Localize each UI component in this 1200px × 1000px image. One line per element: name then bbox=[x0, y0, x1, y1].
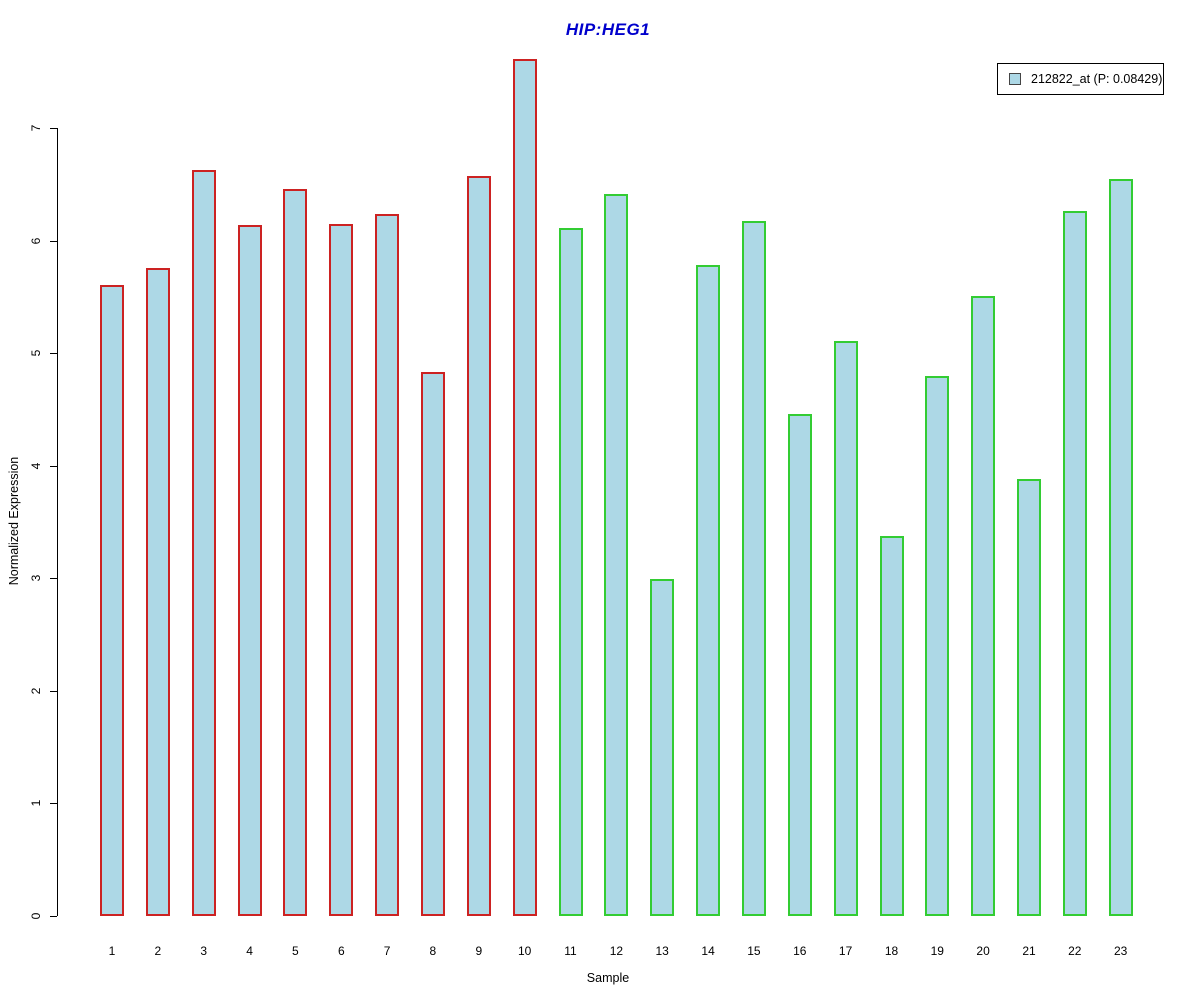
bar bbox=[100, 284, 124, 916]
x-axis-tick-label: 1 bbox=[108, 944, 116, 958]
legend-swatch-icon bbox=[1009, 73, 1021, 85]
y-axis-line bbox=[57, 128, 58, 916]
bar bbox=[1062, 211, 1087, 916]
x-axis-tick-label: 11 bbox=[564, 944, 577, 958]
bar bbox=[283, 188, 308, 916]
x-axis-tick-label: 14 bbox=[701, 944, 715, 958]
y-axis-tick bbox=[50, 578, 57, 580]
bar bbox=[741, 221, 766, 916]
legend: 212822_at (P: 0.08429) bbox=[997, 63, 1164, 95]
x-axis-tick-label: 6 bbox=[337, 944, 345, 958]
bar bbox=[1017, 479, 1041, 916]
bar bbox=[145, 267, 170, 916]
bar bbox=[696, 265, 721, 916]
y-axis-tick-label-text: 0 bbox=[29, 912, 43, 920]
x-axis-tick-label: 23 bbox=[1114, 944, 1128, 958]
y-axis-tick-label-text: 2 bbox=[29, 687, 43, 695]
x-axis-tick-label: 7 bbox=[383, 944, 391, 958]
bar bbox=[879, 535, 904, 916]
y-axis-tick bbox=[50, 916, 57, 917]
bar bbox=[558, 228, 583, 916]
x-axis-tick-label: 10 bbox=[518, 944, 532, 958]
bar bbox=[512, 59, 537, 916]
bar bbox=[971, 295, 996, 916]
bar bbox=[237, 224, 262, 916]
y-axis-tick bbox=[50, 465, 57, 467]
x-axis-tick-label: 5 bbox=[292, 944, 299, 958]
x-axis-tick-label: 9 bbox=[475, 944, 483, 958]
x-axis-tick-label: 19 bbox=[930, 944, 944, 958]
x-axis-label: Sample bbox=[586, 971, 630, 985]
chart-title: HIP:HEG1 bbox=[565, 20, 651, 39]
x-axis-tick-label: 8 bbox=[429, 944, 437, 958]
y-axis-tick-label-text: 5 bbox=[29, 349, 43, 357]
bar bbox=[925, 375, 950, 916]
bar bbox=[1108, 178, 1133, 916]
y-axis-tick-label-text: 4 bbox=[29, 462, 43, 470]
bar bbox=[650, 579, 675, 916]
y-axis-tick-label-text: 6 bbox=[29, 237, 43, 244]
x-axis-tick-label: 13 bbox=[655, 944, 669, 958]
x-axis-tick-label: 16 bbox=[793, 944, 807, 958]
bar bbox=[329, 223, 354, 916]
x-axis-tick-label: 17 bbox=[838, 944, 853, 958]
x-axis-tick-label: 12 bbox=[609, 944, 624, 958]
legend-label: 212822_at (P: 0.08429) bbox=[1031, 72, 1163, 86]
x-axis-tick-label: 2 bbox=[154, 944, 162, 958]
x-axis-tick-label: 4 bbox=[246, 944, 253, 958]
bar bbox=[191, 169, 216, 916]
x-axis-tick-label: 18 bbox=[884, 944, 899, 958]
y-axis-tick-label-text: 7 bbox=[29, 124, 43, 132]
y-axis-tick bbox=[50, 353, 57, 355]
bar bbox=[833, 340, 858, 916]
y-axis-tick bbox=[50, 803, 57, 805]
bar bbox=[466, 176, 491, 916]
bar bbox=[604, 194, 629, 916]
y-axis-tick bbox=[50, 240, 57, 242]
bar bbox=[787, 413, 812, 916]
x-axis-tick-label: 15 bbox=[747, 944, 761, 958]
x-axis-tick-label: 21 bbox=[1022, 944, 1036, 958]
x-axis-tick-label: 3 bbox=[200, 944, 208, 958]
x-axis-tick-label: 22 bbox=[1068, 944, 1082, 958]
x-axis-tick-label: 20 bbox=[976, 944, 990, 958]
bar bbox=[420, 372, 445, 916]
bar bbox=[375, 213, 400, 916]
y-axis-tick-label-text: 3 bbox=[29, 574, 43, 582]
y-axis-tick bbox=[50, 690, 57, 692]
y-axis-tick bbox=[50, 128, 57, 129]
y-axis-tick-label-text: 1 bbox=[29, 800, 43, 807]
